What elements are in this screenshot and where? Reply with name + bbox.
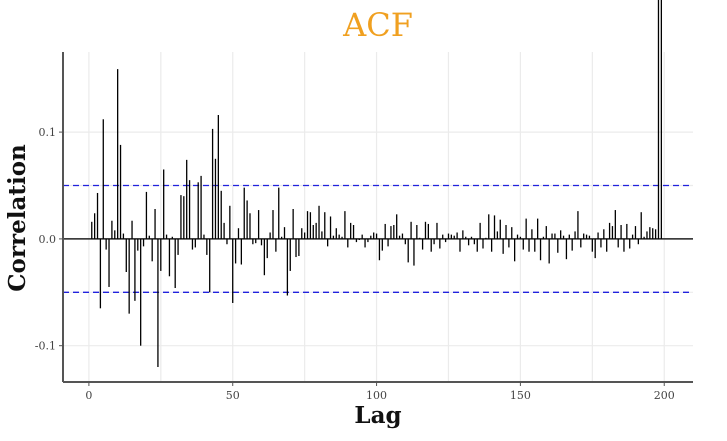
x-axis-title: Lag <box>354 402 401 429</box>
y-tick-label: -0.1 <box>35 340 56 353</box>
acf-bars <box>91 0 663 368</box>
x-tick-label: 0 <box>85 389 92 402</box>
y-axis-title: Correlation <box>4 144 31 292</box>
x-tick-label: 100 <box>366 389 387 402</box>
y-tick-label: 0.0 <box>39 233 57 246</box>
x-tick-label: 200 <box>654 389 675 402</box>
confidence-bounds <box>63 184 693 293</box>
x-tick-label: 50 <box>226 389 240 402</box>
y-tick-label: 0.1 <box>39 126 57 139</box>
x-tick-label: 150 <box>510 389 531 402</box>
chart-title: ACF <box>342 6 413 44</box>
axis-ticks: 0 50 100 150 200 -0.1 0.0 0.1 <box>35 126 675 402</box>
